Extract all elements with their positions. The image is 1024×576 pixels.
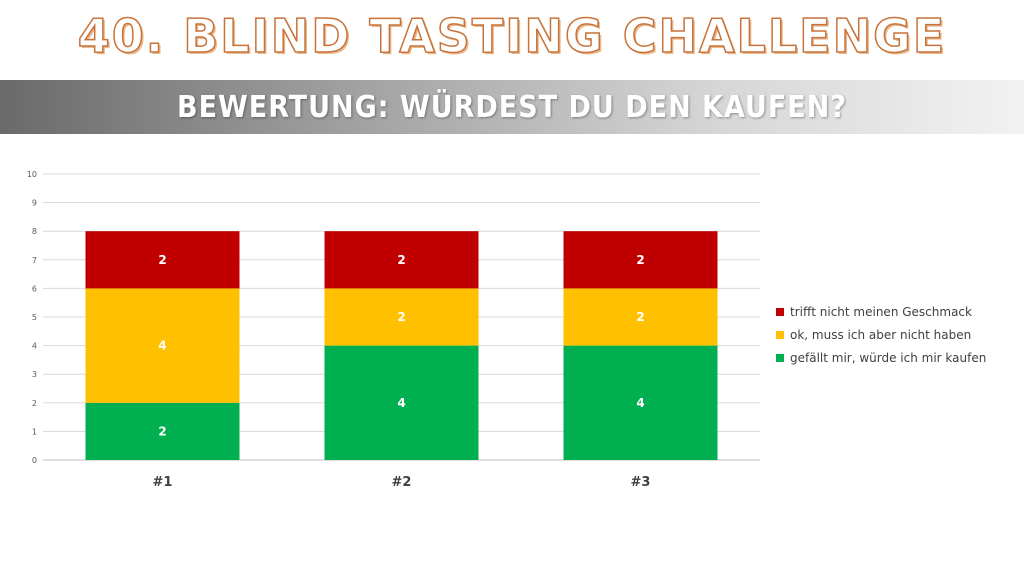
y-tick-label: 5	[32, 313, 37, 322]
y-tick-label: 3	[32, 370, 37, 379]
y-tick-label: 2	[32, 399, 37, 408]
legend-item: trifft nicht meinen Geschmack	[776, 300, 986, 323]
data-label: 2	[397, 310, 405, 324]
data-label: 4	[397, 396, 405, 410]
chart-legend: trifft nicht meinen Geschmack ok, muss ic…	[776, 300, 986, 369]
stacked-bar-chart: 0 1 2 3 4 5 6 7 8 9 10 2 4 2 #1 4 2 2 #2 4 2 2 #3	[27, 170, 760, 490]
data-label: 4	[636, 396, 644, 410]
bar-segment	[324, 231, 479, 289]
legend-label: gefällt mir, würde ich mir kaufen	[790, 350, 987, 365]
bar-segment	[563, 288, 718, 346]
data-label: 2	[636, 310, 644, 324]
bar-segment	[563, 345, 718, 460]
y-tick-label: 6	[32, 284, 37, 293]
bar-segment	[324, 288, 479, 346]
slide-title: 40. BLIND TASTING CHALLENGE	[77, 8, 947, 64]
legend-item: ok, muss ich aber nicht haben	[776, 323, 986, 346]
legend-swatch	[776, 330, 784, 339]
data-label: 2	[636, 253, 644, 267]
y-tick-label: 4	[32, 342, 37, 351]
data-label: 2	[397, 253, 405, 267]
bar-segment	[563, 231, 718, 289]
data-label: 2	[158, 424, 166, 438]
x-category-label: #3	[631, 475, 651, 490]
legend-item: gefällt mir, würde ich mir kaufen	[776, 346, 986, 369]
data-label: 2	[158, 253, 166, 267]
y-tick-label: 7	[32, 256, 37, 265]
y-tick-label: 10	[27, 170, 37, 179]
legend-label: ok, muss ich aber nicht haben	[790, 327, 972, 342]
y-tick-label: 1	[32, 427, 37, 436]
bar-segment	[85, 402, 240, 460]
slide-subtitle: BEWERTUNG: WÜRDEST DU DEN KAUFEN?	[177, 89, 847, 125]
subtitle-banner: BEWERTUNG: WÜRDEST DU DEN KAUFEN?	[0, 80, 1024, 134]
bar-segment	[85, 231, 240, 289]
bar-segment	[85, 288, 240, 403]
x-category-label: #2	[392, 475, 412, 490]
data-label: 4	[158, 339, 166, 353]
x-category-label: #1	[153, 475, 173, 490]
y-tick-label: 9	[32, 199, 37, 208]
legend-swatch	[776, 307, 784, 316]
y-tick-label: 8	[32, 227, 37, 236]
bar-segment	[324, 345, 479, 460]
legend-swatch	[776, 353, 784, 362]
y-tick-label: 0	[32, 456, 37, 465]
legend-label: trifft nicht meinen Geschmack	[790, 304, 972, 319]
